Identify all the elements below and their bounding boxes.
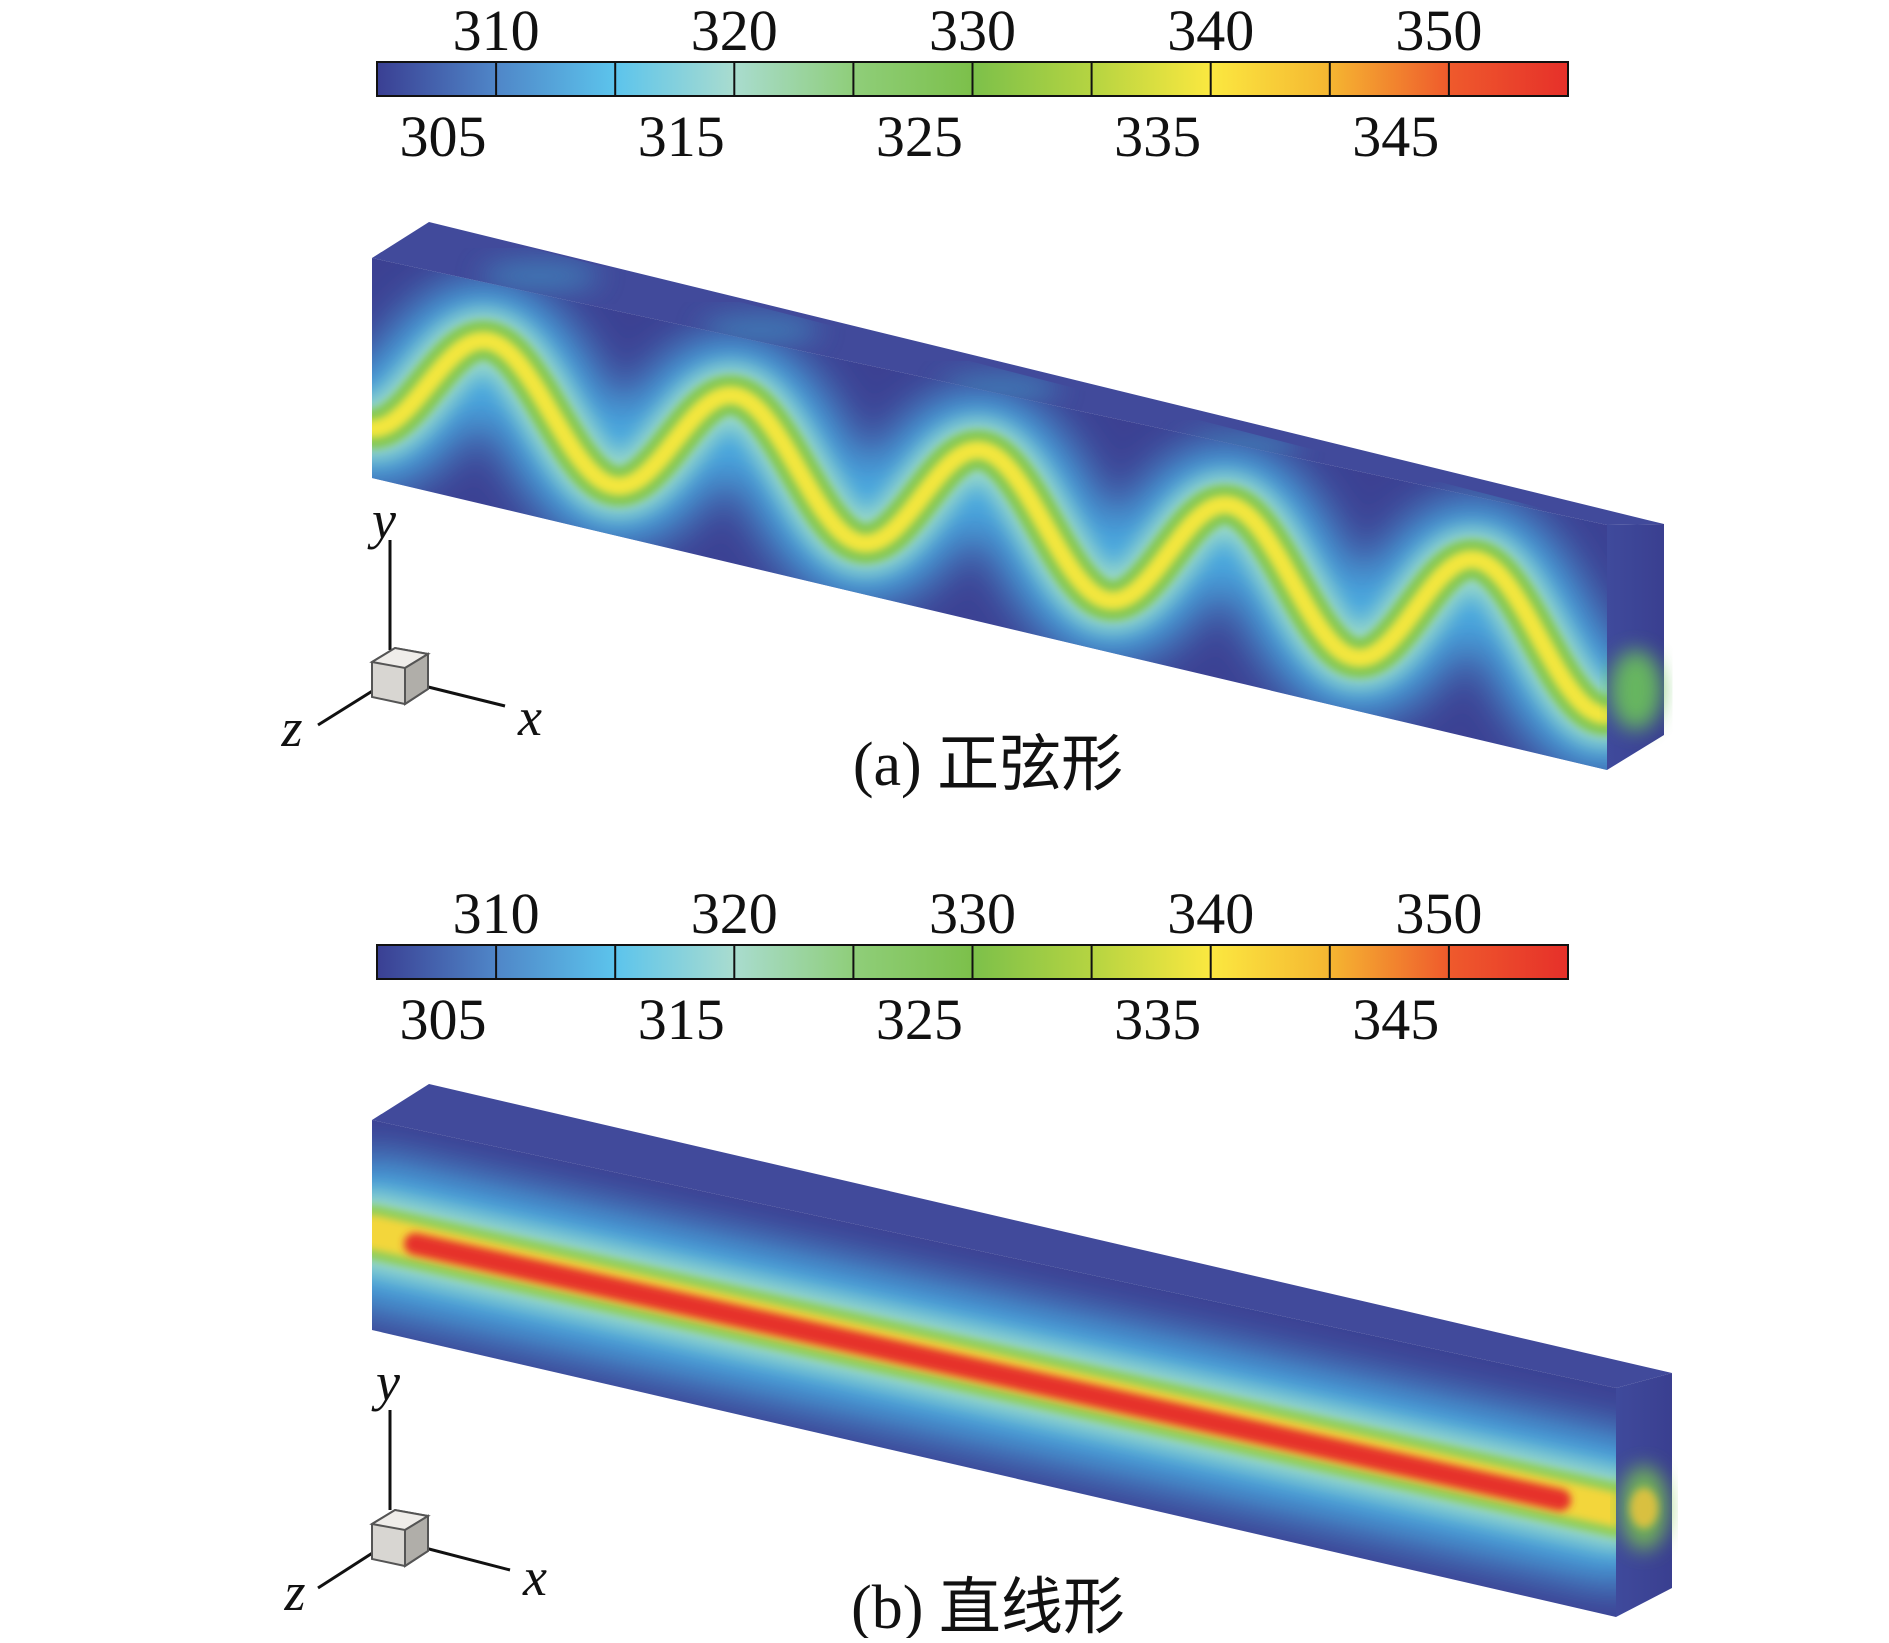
panel-a-caption: (a) 正弦形 <box>853 731 1123 799</box>
panel-b-colorbar-top-tick-label: 320 <box>691 881 778 946</box>
panel-a-colorbar-top-tick-label: 320 <box>691 0 778 63</box>
panel-a-z-axis <box>317 688 375 727</box>
panel-a-y-label: y <box>367 490 396 550</box>
panel-a-colorbar-top-tick-label: 330 <box>929 0 1016 63</box>
panel-b-z-label: z <box>283 1562 305 1622</box>
panel-a-colorbar-top-tick-label: 310 <box>453 0 540 63</box>
panel-b-colorbar-top-tick-label: 310 <box>453 881 540 946</box>
panel-b-block <box>372 1084 1672 1617</box>
panel-a-top-face <box>372 222 1664 525</box>
panel-b-axis-triad: y x z <box>283 1352 547 1622</box>
panel-b-y-label: y <box>371 1352 400 1412</box>
panel-a-end-face <box>1607 524 1664 770</box>
panel-a-colorbar-top-tick-label: 340 <box>1167 0 1254 63</box>
panel-a-colorbar-bottom-tick-label: 325 <box>876 104 963 169</box>
panel-a-axis-triad: y x z <box>280 490 542 758</box>
panel-a-colorbar-bottom-tick-label: 335 <box>1114 104 1201 169</box>
panel-b-colorbar-top-tick-label: 330 <box>929 881 1016 946</box>
panel-b-colorbar-top-tick-label: 350 <box>1395 881 1482 946</box>
panel-a-colorbar-bottom-tick-label: 315 <box>638 104 725 169</box>
panel-b-top-face <box>372 1084 1672 1388</box>
panel-b-colorbar-bottom-tick-label: 315 <box>638 987 725 1052</box>
panel-a-z-label: z <box>280 698 302 758</box>
panel-b-colorbar-bottom-tick-label: 345 <box>1352 987 1439 1052</box>
panel-b-colorbar-bottom-tick-label: 325 <box>876 987 963 1052</box>
panel-b-x-label: x <box>522 1547 547 1607</box>
panel-a-x-label: x <box>517 687 542 747</box>
panel-a-block <box>372 222 1664 770</box>
panel-b-caption: (b) 直线形 <box>851 1574 1125 1638</box>
panel-a-colorbar-bottom-tick-label: 305 <box>400 104 487 169</box>
panel-b-colorbar-bottom-tick-label: 305 <box>400 987 487 1052</box>
panel-a-temperature-field <box>372 280 1607 770</box>
panel-a-end-hotspot <box>1610 650 1662 730</box>
colorbar-b: 310 320 330 340 350 305 315 325 335 345 <box>376 881 1569 1052</box>
panel-b-colorbar-bottom-tick-label: 335 <box>1114 987 1201 1052</box>
panel-a-colorbar-bottom-tick-label: 345 <box>1352 104 1439 169</box>
colorbar-a: 310 320 330 340 350 305 315 325 335 345 <box>376 0 1569 169</box>
panel-a-colorbar-top-tick-label: 350 <box>1395 0 1482 63</box>
panel-b-z-axis <box>317 1550 375 1590</box>
panel-b-colorbar-top-tick-label: 340 <box>1167 881 1254 946</box>
panel-b-temperature-field <box>372 1157 1616 1585</box>
